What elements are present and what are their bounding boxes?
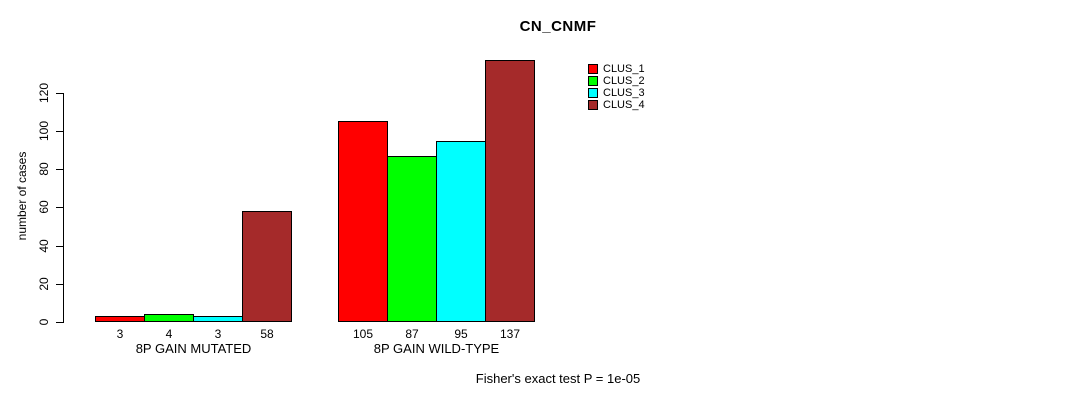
legend-label: CLUS_4 [603, 99, 645, 111]
y-axis-label: number of cases [15, 151, 29, 241]
y-tick-mark [56, 284, 63, 285]
y-tick-mark [56, 322, 63, 323]
y-tick-label: 80 [37, 162, 51, 176]
legend-label: CLUS_3 [603, 87, 645, 99]
legend-color-swatch [588, 88, 598, 98]
bar-value-label: 105 [352, 327, 374, 341]
y-tick-label: 20 [37, 277, 51, 291]
bar [242, 211, 292, 322]
y-tick-label: 60 [37, 200, 51, 214]
legend-item: CLUS_2 [588, 75, 645, 87]
bar [144, 314, 194, 322]
bar [338, 121, 388, 322]
y-tick-label: 40 [37, 239, 51, 253]
y-tick-label: 120 [37, 82, 51, 104]
legend-label: CLUS_2 [603, 75, 645, 87]
legend-label: CLUS_1 [603, 63, 645, 75]
stat-annotation: Fisher's exact test P = 1e-05 [475, 371, 641, 386]
legend-item: CLUS_4 [588, 99, 645, 111]
bar-value-label: 3 [214, 327, 222, 341]
x-category-label: 8P GAIN MUTATED [135, 341, 252, 356]
y-tick-mark [56, 169, 63, 170]
bar [485, 60, 535, 322]
bar-value-label: 137 [499, 327, 521, 341]
legend: CLUS_1 CLUS_2 CLUS_3 CLUS_4 [588, 63, 645, 111]
chart-title: CN_CNMF [519, 18, 597, 35]
y-tick-mark [56, 93, 63, 94]
bar-value-label: 4 [165, 327, 173, 341]
bar-value-label: 95 [454, 327, 468, 341]
y-tick-label: 0 [37, 318, 51, 326]
y-axis-line [63, 93, 64, 323]
legend-color-swatch [588, 64, 598, 74]
bar-value-label: 87 [405, 327, 419, 341]
y-tick-mark [56, 207, 63, 208]
bar [436, 141, 486, 322]
legend-item: CLUS_1 [588, 63, 645, 75]
legend-color-swatch [588, 76, 598, 86]
bar-value-label: 58 [260, 327, 274, 341]
bar [95, 316, 145, 322]
legend-color-swatch [588, 100, 598, 110]
legend-item: CLUS_3 [588, 87, 645, 99]
bar [193, 316, 243, 322]
bar-value-label: 3 [116, 327, 124, 341]
y-tick-mark [56, 246, 63, 247]
y-tick-mark [56, 131, 63, 132]
x-category-label: 8P GAIN WILD-TYPE [373, 341, 500, 356]
bar [387, 156, 437, 322]
y-tick-label: 100 [37, 120, 51, 142]
